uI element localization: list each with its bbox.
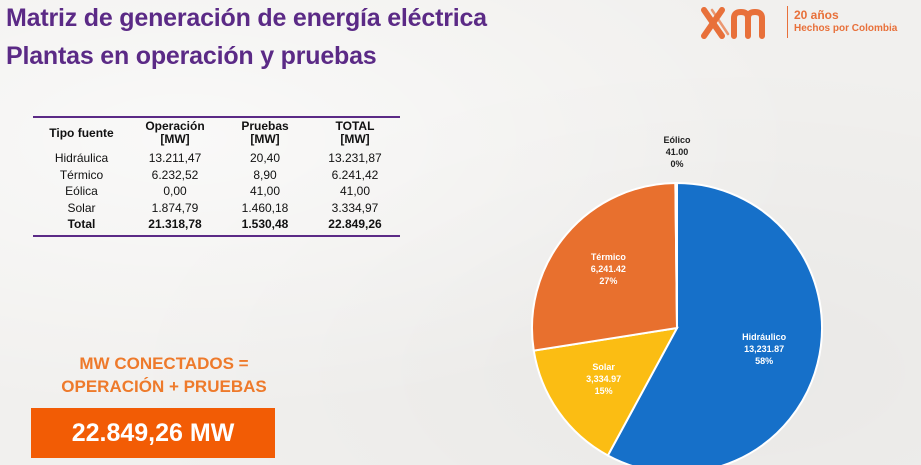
testing-value: 41,00 [249, 184, 281, 198]
total-value: 41,00 [339, 184, 371, 198]
slice-label: Eólico [663, 135, 691, 145]
slice-label: Hidráulico [742, 332, 787, 342]
table-row: Hidráulica 13.211,47 20,40 13.231,87 [33, 150, 400, 167]
source-name: Térmico [59, 167, 104, 182]
grand-total: 22.849,26 [328, 217, 382, 231]
total-label: Total [67, 217, 96, 231]
total-value: 13.231,87 [328, 151, 382, 165]
formula-line-2: OPERACIÓN + PRUEBAS [61, 377, 267, 396]
column-header-unit: [MW] [340, 132, 370, 146]
source-name: Eólica [65, 184, 98, 198]
source-name: Solar [67, 200, 96, 215]
column-header: Operación [MW] [130, 118, 220, 150]
slice-value-label: 13,231.87 [744, 344, 784, 354]
pie-slice-eólico [674, 181, 678, 329]
operation-value: 1.874,79 [151, 200, 199, 215]
table-row: Térmico 6.232,52 8,90 6.241,42 [33, 167, 400, 184]
slice-pct-label: 15% [595, 386, 613, 396]
pie-svg: Hidráulico 13,231.87 58% Solar 3,334.97 15% Té… [531, 135, 823, 465]
slice-pct-label: 58% [755, 356, 773, 366]
column-header-unit: [MW] [160, 132, 190, 146]
column-header-line: Tipo fuente [49, 125, 114, 140]
column-header-line: TOTAL [335, 119, 375, 133]
column-header: Pruebas [MW] [220, 118, 310, 150]
table-bottom-rule [33, 235, 400, 237]
column-header-line: Pruebas [241, 119, 289, 133]
logo-divider [787, 6, 788, 38]
operation-value: 6.232,52 [151, 167, 199, 182]
testing-value: 20,40 [249, 151, 281, 165]
generation-pie-chart: Hidráulico 13,231.87 58% Solar 3,334.97 15% Té… [500, 90, 860, 465]
slice-label: Térmico [591, 252, 627, 262]
column-header: TOTAL [MW] [310, 118, 400, 150]
xm-logo-mark-icon [701, 7, 765, 39]
total-mw-box: 22.849,26 MW [31, 408, 275, 458]
xm-logo: 20 años Hechos por Colombia [700, 4, 915, 44]
total-operation: 21.318,78 [148, 217, 202, 231]
slice-pct-label: 0% [670, 159, 683, 169]
table-top-rule [33, 116, 400, 118]
source-name: Hidráulica [54, 151, 109, 165]
pie-slice-solar [532, 326, 679, 457]
table-row: Solar 1.874,79 1.460,18 3.334,97 [33, 200, 400, 217]
column-header-unit: [MW] [250, 132, 280, 146]
total-testing: 1.530,48 [241, 217, 289, 231]
connected-formula: MW CONECTADOS = OPERACIÓN + PRUEBAS [33, 352, 295, 398]
formula-line-1: MW CONECTADOS = [79, 354, 249, 373]
total-value: 3.334,97 [331, 200, 379, 215]
table-total-row: Total 21.318,78 1.530,48 22.849,26 [33, 216, 400, 233]
slice-pct-label: 27% [599, 276, 617, 286]
pie-slice-hidráulico [606, 181, 823, 465]
column-header-line: Operación [145, 119, 205, 133]
operation-value: 0,00 [163, 184, 187, 198]
slice-value-label: 3,334.97 [586, 374, 621, 384]
slice-label: Solar [592, 362, 615, 372]
page-title: Matriz de generación de energía eléctric… [6, 4, 487, 32]
generation-table: Tipo fuente Operación [MW] Pruebas [MW] TO… [33, 118, 400, 233]
column-header: Tipo fuente [33, 118, 130, 150]
page-subtitle: Plantas en operación y pruebas [6, 42, 377, 70]
slice-value-label: 41.00 [666, 147, 689, 157]
table-row: Eólica 0,00 41,00 41,00 [33, 183, 400, 200]
operation-value: 13.211,47 [148, 151, 202, 165]
testing-value: 1.460,18 [241, 200, 289, 215]
logo-tagline: Hechos por Colombia [794, 23, 898, 34]
table-header-row: Tipo fuente Operación [MW] Pruebas [MW] TO… [33, 118, 400, 150]
total-value: 6.241,42 [331, 167, 379, 182]
logo-years: 20 años [794, 8, 839, 22]
pie-slice-térmico [531, 181, 679, 352]
slice-value-label: 6,241.42 [591, 264, 626, 274]
testing-value: 8,90 [253, 167, 277, 182]
